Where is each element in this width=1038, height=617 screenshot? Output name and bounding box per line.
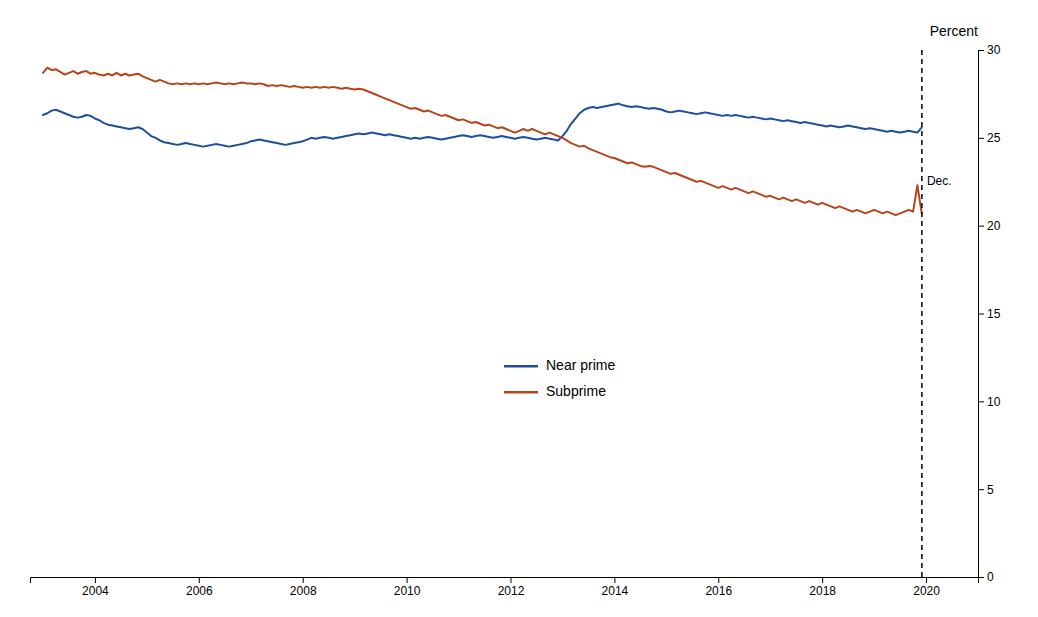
x-tick-mark	[822, 577, 823, 583]
y-tick: 0	[978, 570, 994, 584]
x-tick-mark	[718, 577, 719, 583]
y-tick: 15	[978, 307, 1001, 321]
x-tick-mark	[303, 577, 304, 583]
x-tick-mark	[407, 577, 408, 583]
y-tick-mark	[978, 489, 984, 490]
series-line	[43, 68, 922, 216]
x-tick: 2008	[290, 577, 317, 598]
legend: Near prime Subprime	[504, 357, 615, 399]
x-tick-label: 2018	[809, 584, 836, 598]
x-tick-mark	[926, 577, 927, 583]
x-tick-label: 2014	[602, 584, 629, 598]
x-tick-label: 2012	[498, 584, 525, 598]
y-tick-label: 10	[987, 395, 1001, 409]
x-tick-label: 2010	[394, 584, 421, 598]
plot: 2004 2006 2008 2010 2012 2014 2016 2018 2020 0 5 10…	[31, 43, 1001, 597]
chart: 2004 2006 2008 2010 2012 2014 2016 2018 2020 0 5 10…	[0, 0, 1038, 617]
y-tick-label: 15	[987, 307, 1001, 321]
x-tick-label: 2008	[290, 584, 317, 598]
vertical-line	[921, 50, 923, 577]
x-tick: 2014	[602, 577, 629, 598]
annotation-label: Dec.	[927, 174, 952, 188]
x-tick: 2020	[913, 577, 940, 598]
x-tick-label: 2006	[186, 584, 213, 598]
y-tick-mark	[978, 226, 984, 227]
x-tick-mark	[95, 577, 96, 583]
x-tick: 2004	[82, 577, 109, 598]
x-tick: 2010	[394, 577, 421, 598]
legend-item: Near prime	[504, 357, 615, 373]
y-tick-mark	[978, 401, 984, 402]
y-tick: 5	[978, 483, 994, 497]
x-tick: 2018	[809, 577, 836, 598]
y-tick-mark	[978, 314, 984, 315]
y-tick-label: 0	[987, 570, 994, 584]
legend-swatch	[504, 391, 538, 394]
y-axis: 0 5 10 15 20 25 30	[978, 43, 1001, 584]
y-tick-label: 5	[987, 483, 994, 497]
x-tick-mark	[510, 577, 511, 583]
legend-item: Subprime	[504, 383, 606, 399]
legend-label: Subprime	[546, 383, 606, 399]
x-tick-mark	[614, 577, 615, 583]
x-tick: 2006	[186, 577, 213, 598]
x-tick-label: 2020	[913, 584, 940, 598]
y-tick-mark	[978, 138, 984, 139]
y-tick-label: 30	[987, 43, 1001, 57]
y-axis-line	[979, 51, 985, 578]
y-tick-label: 20	[987, 219, 1001, 233]
x-tick: 2016	[705, 577, 732, 598]
x-tick-mark	[199, 577, 200, 583]
legend-swatch	[504, 365, 538, 368]
y-tick-mark	[978, 50, 984, 51]
y-tick: 10	[978, 395, 1001, 409]
x-tick-label: 2004	[82, 584, 109, 598]
marks	[43, 50, 922, 577]
y-tick-label: 25	[987, 131, 1001, 145]
y-tick: 25	[978, 131, 1001, 145]
y-tick: 20	[978, 219, 1001, 233]
y-tick-mark	[978, 577, 984, 578]
y-tick: 30	[978, 43, 1001, 57]
legend-label: Near prime	[546, 357, 615, 373]
x-tick-label: 2016	[705, 584, 732, 598]
x-axis-line	[31, 578, 979, 584]
x-axis: 2004 2006 2008 2010 2012 2014 2016 2018 2020	[31, 577, 979, 598]
y-axis-title: Percent	[930, 23, 978, 39]
x-tick: 2012	[498, 577, 525, 598]
